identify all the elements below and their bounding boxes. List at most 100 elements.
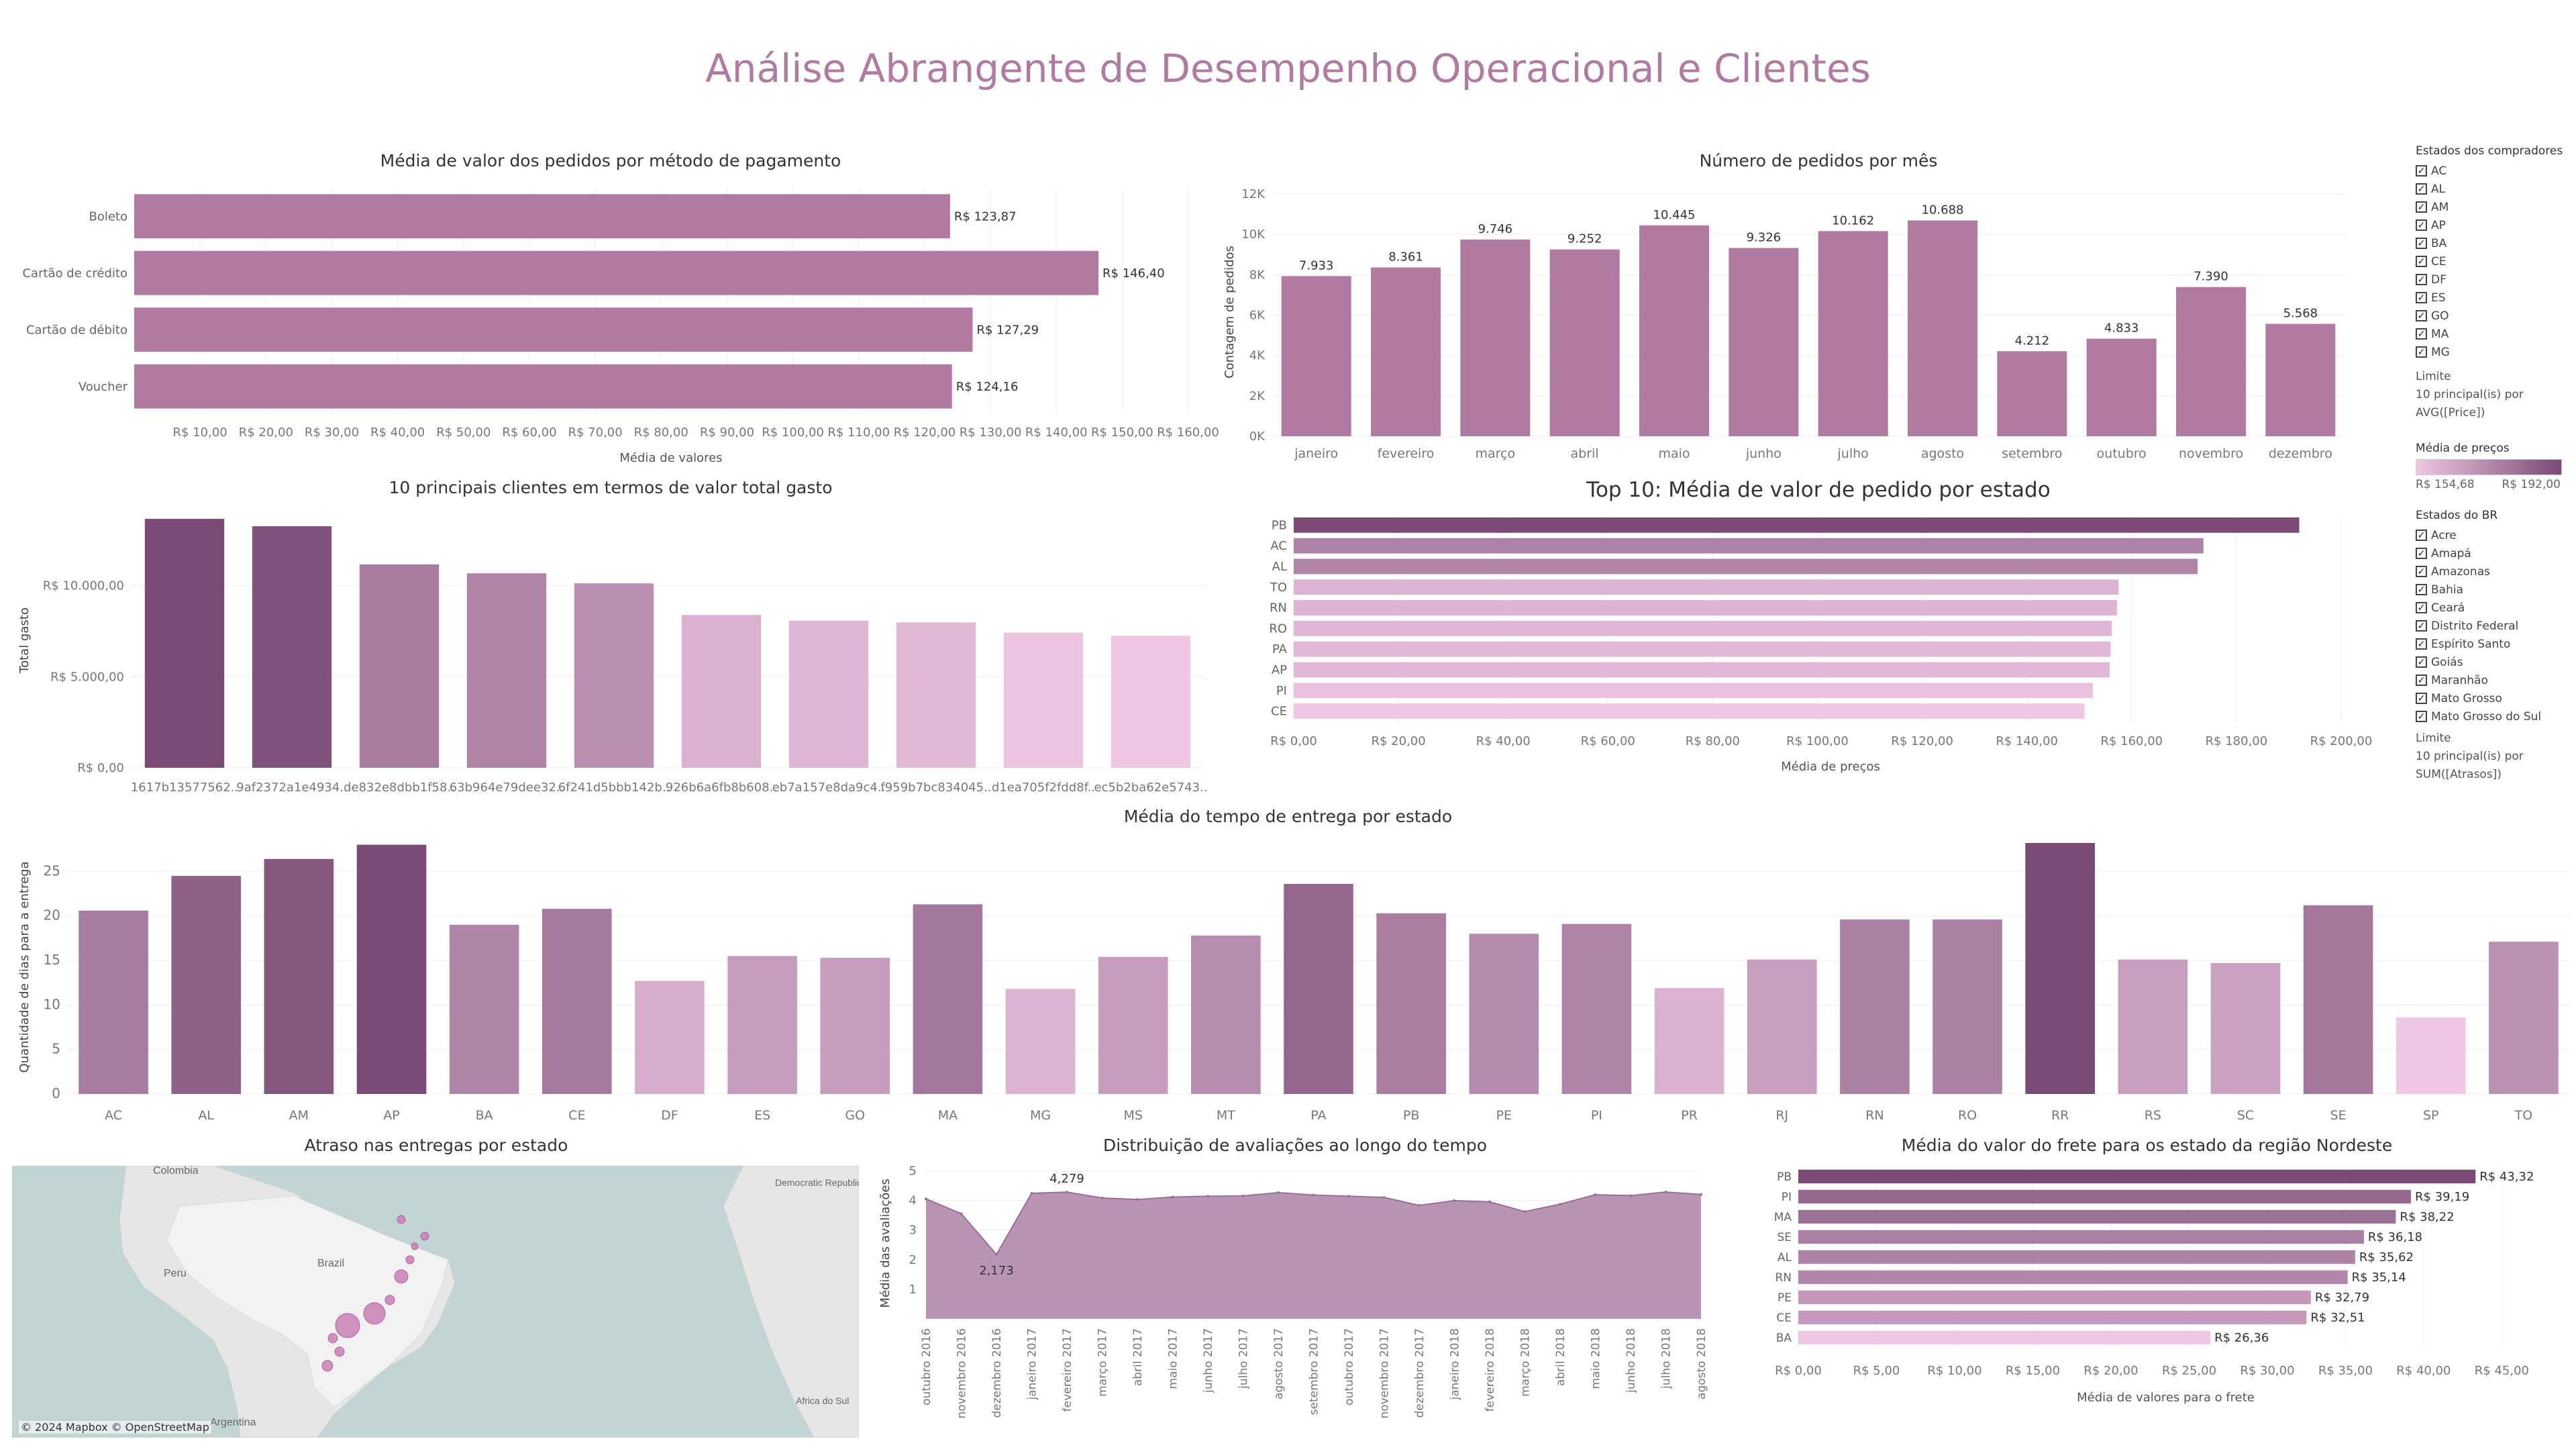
x-tick-label: R$ 25,00 [2162, 1364, 2216, 1378]
bar [1798, 1310, 2307, 1325]
category-label: d1ea705f2fdd8f.. [992, 781, 1095, 795]
checkbox[interactable]: ✓ [2416, 566, 2427, 577]
x-tick-label: R$ 40,00 [2396, 1364, 2451, 1378]
checkbox[interactable]: ✓ [2416, 620, 2427, 632]
delay-bubble[interactable] [321, 1360, 333, 1372]
filter-checkbox-item[interactable]: ✓ CE [2416, 252, 2570, 270]
value-label: 9.252 [1567, 232, 1602, 246]
bar [1111, 636, 1191, 768]
data-point [1700, 1193, 1702, 1196]
category-label: DF [661, 1108, 678, 1123]
delay-bubble[interactable] [335, 1313, 360, 1338]
checkbox[interactable]: ✓ [2416, 256, 2427, 267]
checkbox-label: AM [2431, 200, 2449, 214]
category-label: AL [1272, 560, 1287, 574]
checkbox[interactable]: ✓ [2416, 693, 2427, 704]
category-label: CE [1271, 705, 1287, 719]
price-legend: Média de preços R$ 154,68 R$ 192,00 [2416, 442, 2570, 491]
checkbox[interactable]: ✓ [2416, 201, 2427, 213]
x-tick-label: R$ 180,00 [2206, 734, 2268, 748]
filter-checkbox-item[interactable]: ✓ Espírito Santo [2416, 635, 2570, 653]
x-tick-label: março 2017 [1096, 1328, 1110, 1397]
category-label: junho [1745, 446, 1782, 461]
filter-checkbox-item[interactable]: ✓ Amazonas [2416, 562, 2570, 581]
x-tick-label: janeiro 2017 [1026, 1328, 1039, 1401]
checkbox[interactable]: ✓ [2416, 656, 2427, 668]
checkbox[interactable]: ✓ [2416, 638, 2427, 650]
bar [1933, 919, 2002, 1094]
filter-checkbox-item[interactable]: ✓ Acre [2416, 526, 2570, 544]
filter-checkbox-item[interactable]: ✓ MA [2416, 325, 2570, 343]
checkbox[interactable]: ✓ [2416, 310, 2427, 321]
filter-checkbox-item[interactable]: ✓ Goiás [2416, 653, 2570, 671]
checkbox[interactable]: ✓ [2416, 165, 2427, 177]
filter-checkbox-item[interactable]: ✓ BA [2416, 234, 2570, 252]
bar [1294, 621, 2112, 636]
filter-checkbox-item[interactable]: ✓ AM [2416, 198, 2570, 216]
data-point [1347, 1195, 1350, 1198]
category-label: PB [1272, 518, 1287, 532]
delay-bubble[interactable] [420, 1232, 429, 1241]
checkbox[interactable]: ✓ [2416, 183, 2427, 195]
x-tick-label: outubro 2017 [1343, 1328, 1356, 1405]
bar [1798, 1330, 2211, 1345]
filter-checkbox-item[interactable]: ✓ Distrito Federal [2416, 617, 2570, 635]
value-label: R$ 43,32 [2479, 1170, 2534, 1184]
filter-checkbox-item[interactable]: ✓ GO [2416, 307, 2570, 325]
delay-bubble[interactable] [363, 1302, 386, 1325]
category-label: AL [198, 1108, 214, 1123]
category-label: outubro [2097, 446, 2147, 461]
filter-checkbox-item[interactable]: ✓ Mato Grosso [2416, 689, 2570, 707]
checkbox[interactable]: ✓ [2416, 346, 2427, 358]
checkbox[interactable]: ✓ [2416, 530, 2427, 541]
checkbox[interactable]: ✓ [2416, 238, 2427, 249]
x-tick-label: R$ 140,00 [1996, 734, 2058, 748]
delay-bubble[interactable] [334, 1346, 345, 1357]
category-label: PR [1681, 1108, 1698, 1123]
filter-checkbox-item[interactable]: ✓ AL [2416, 180, 2570, 198]
filter-checkbox-item[interactable]: ✓ Maranhão [2416, 671, 2570, 689]
checkbox[interactable]: ✓ [2416, 219, 2427, 231]
filter-checkbox-item[interactable]: ✓ DF [2416, 270, 2570, 289]
filter-checkbox-item[interactable]: ✓ Mato Grosso do Sul [2416, 707, 2570, 726]
map-svg: Colombia Peru Brazil Argentina Democrati… [119, 1166, 859, 1438]
delay-bubble[interactable] [397, 1215, 406, 1224]
y-tick-label: 0K [1249, 430, 1266, 444]
delay-bubble[interactable] [394, 1269, 409, 1284]
checkbox[interactable]: ✓ [2416, 292, 2427, 303]
filter-checkbox-item[interactable]: ✓ MG [2416, 343, 2570, 361]
y-tick-label: 1 [909, 1283, 917, 1297]
checkbox[interactable]: ✓ [2416, 328, 2427, 340]
filter-checkbox-item[interactable]: ✓ AP [2416, 216, 2570, 234]
checkbox[interactable]: ✓ [2416, 602, 2427, 613]
filter-checkbox-item[interactable]: ✓ Amapá [2416, 544, 2570, 562]
checkbox[interactable]: ✓ [2416, 711, 2427, 722]
data-point [1453, 1199, 1456, 1202]
filter-checkbox-item[interactable]: ✓ Bahia [2416, 581, 2570, 599]
bar [788, 620, 869, 768]
category-label: 1617b13577562.. [131, 781, 238, 795]
checkbox[interactable]: ✓ [2416, 548, 2427, 559]
filter-checkbox-item[interactable]: ✓ Ceará [2416, 599, 2570, 617]
bar [1376, 913, 1446, 1094]
bar [144, 519, 225, 768]
bar [2395, 1017, 2466, 1094]
category-label: Cartão de crédito [22, 266, 127, 281]
delay-bubble[interactable] [411, 1242, 419, 1250]
delay-bubble[interactable] [327, 1333, 338, 1344]
checkbox[interactable]: ✓ [2416, 674, 2427, 686]
x-tick-label: dezembro 2017 [1413, 1328, 1427, 1418]
filter-checkbox-item[interactable]: ✓ ES [2416, 289, 2570, 307]
delay-bubble[interactable] [405, 1255, 415, 1264]
checkbox[interactable]: ✓ [2416, 584, 2427, 595]
category-label: RO [1958, 1108, 1977, 1123]
top-state-value-chart: Top 10: Média de valor de pedido por est… [1221, 478, 2416, 780]
category-label: PB [1403, 1108, 1420, 1123]
delay-bubble[interactable] [384, 1295, 395, 1305]
checkbox[interactable]: ✓ [2416, 274, 2427, 285]
filter-checkbox-item[interactable]: ✓ AC [2416, 162, 2570, 180]
category-label: PA [1310, 1108, 1326, 1123]
x-tick-label: agosto 2018 [1695, 1328, 1708, 1399]
delay-map[interactable]: Colombia Peru Brazil Argentina Democrati… [12, 1166, 859, 1438]
limit-line: AVG([Price]) [2416, 406, 2485, 419]
